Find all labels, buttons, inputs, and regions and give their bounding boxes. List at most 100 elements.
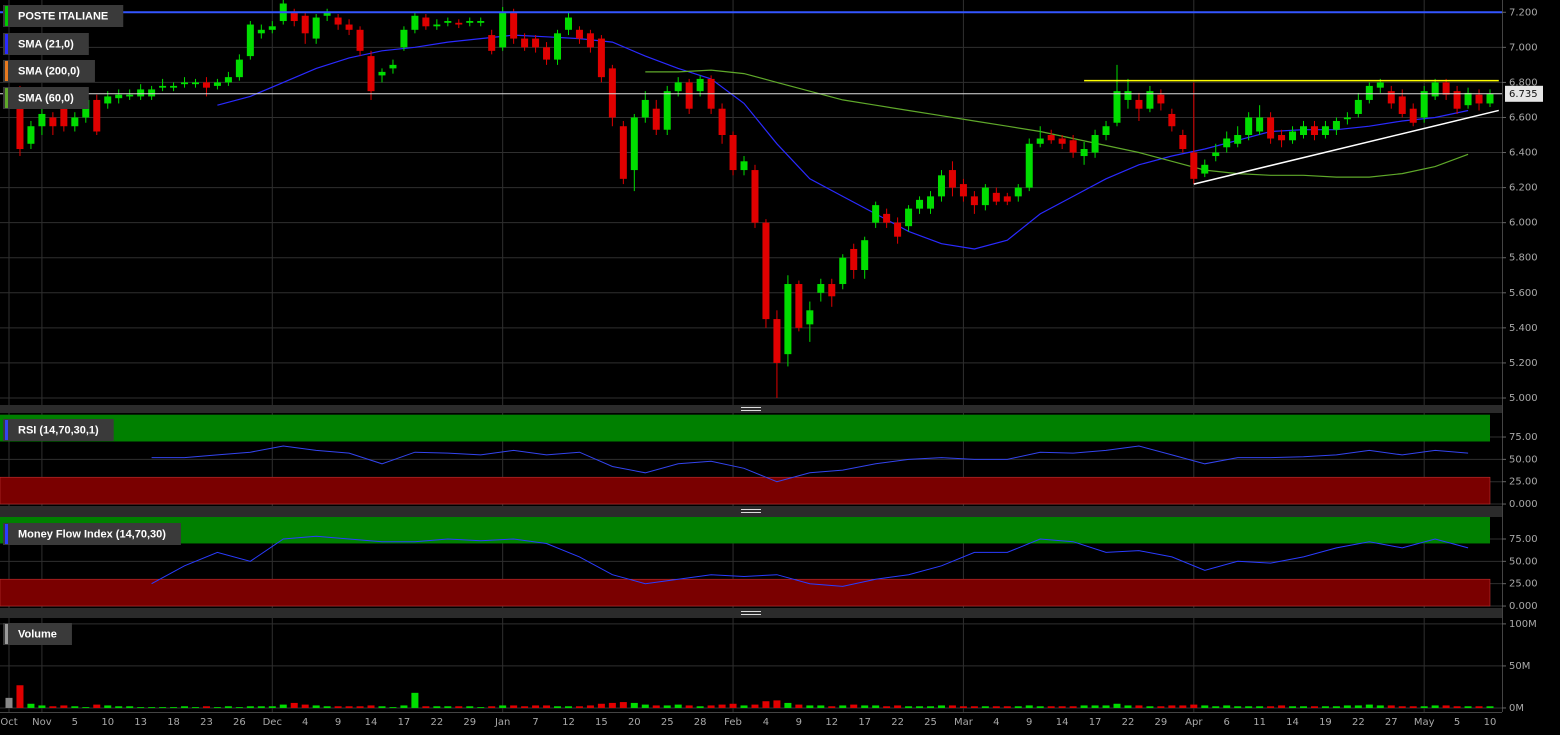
- candle-body: [455, 22, 463, 25]
- x-tick-label: 5: [1454, 717, 1460, 728]
- candle-body: [191, 82, 199, 85]
- x-tick-label: 4: [993, 717, 999, 728]
- volume-bar: [488, 706, 496, 708]
- volume-bar: [608, 702, 616, 708]
- x-tick-label: 29: [463, 717, 476, 728]
- candle-body: [927, 196, 935, 209]
- volume-bar: [883, 706, 891, 708]
- candle-body: [148, 89, 156, 97]
- x-tick-label: 19: [1319, 717, 1332, 728]
- volume-bar: [159, 707, 167, 708]
- volume-bar: [1212, 706, 1220, 708]
- volume-bar: [334, 706, 342, 708]
- volume-bar: [959, 706, 967, 708]
- volume-bar: [367, 705, 375, 708]
- candle-body: [1025, 143, 1033, 188]
- candle-body: [795, 284, 803, 328]
- volume-bar: [652, 705, 660, 708]
- volume-bar: [1365, 704, 1373, 708]
- candle-body: [60, 108, 68, 127]
- volume-bar: [1267, 706, 1275, 708]
- candle-body: [894, 222, 902, 237]
- volume-bar: [235, 707, 243, 708]
- volume-bar: [290, 702, 298, 708]
- y-tick-label: 6.400: [1509, 148, 1538, 159]
- volume-bar: [49, 706, 57, 708]
- volume-bar: [137, 707, 145, 708]
- volume-bar: [992, 706, 1000, 708]
- y-tick-label: 25.00: [1509, 579, 1538, 590]
- volume-bar: [674, 704, 682, 708]
- volume-bar: [356, 706, 364, 708]
- candle-body: [762, 222, 770, 320]
- x-tick-label: 10: [101, 717, 114, 728]
- volume-bar: [630, 702, 638, 708]
- candle-body: [1475, 94, 1483, 104]
- y-tick-label: 25.00: [1509, 477, 1538, 488]
- candle-body: [1332, 120, 1340, 130]
- candle-body: [806, 310, 814, 325]
- volume-bar: [543, 705, 551, 708]
- candle-body: [575, 29, 583, 39]
- x-tick-label: 27: [1385, 717, 1398, 728]
- candle-body: [1113, 91, 1121, 123]
- candle-body: [532, 38, 540, 48]
- legend-item: POSTE ITALIANE: [3, 5, 124, 27]
- legend-swatch: [5, 6, 8, 26]
- x-tick-label: 25: [924, 717, 937, 728]
- panel: 5.000 5.200 5.400 5.600 5.800 6.000 6.200 6.400…: [0, 0, 1543, 405]
- volume-bar: [795, 704, 803, 708]
- volume-bar: [5, 697, 13, 708]
- volume-bar: [1278, 705, 1286, 708]
- x-tick-label: 22: [1122, 717, 1135, 728]
- volume-bar: [1091, 705, 1099, 708]
- candle-body: [378, 71, 386, 76]
- candle-body: [71, 117, 79, 127]
- candle-body: [905, 208, 913, 227]
- candle-body: [685, 82, 693, 109]
- candle-body: [1047, 135, 1055, 141]
- x-tick-label: 25: [661, 717, 674, 728]
- candle-body: [1179, 135, 1187, 150]
- panel-divider[interactable]: [0, 506, 1503, 517]
- candle-body: [1420, 91, 1428, 118]
- volume-bar: [817, 705, 825, 708]
- volume-bar: [257, 706, 265, 708]
- candle-body: [959, 184, 967, 197]
- candle-body: [126, 94, 134, 97]
- legend-box: [3, 5, 124, 27]
- x-tick-label: 17: [1089, 717, 1102, 728]
- x-tick-label: 4: [763, 717, 769, 728]
- candle-body: [433, 24, 441, 27]
- volume-bar: [389, 707, 397, 708]
- candle-body: [1310, 126, 1318, 135]
- volume-bar: [564, 706, 572, 708]
- legend-label: Money Flow Index (14,70,30): [18, 528, 166, 540]
- y-tick-label: 50.00: [1509, 556, 1538, 567]
- volume-bar: [575, 706, 583, 708]
- x-tick-label: Dec: [263, 717, 282, 728]
- panel-divider[interactable]: [0, 608, 1503, 618]
- x-tick-label: 9: [1026, 717, 1032, 728]
- candle-body: [1091, 135, 1099, 153]
- candle-body: [641, 99, 649, 118]
- candle-body: [718, 108, 726, 135]
- volume-bar: [148, 707, 156, 708]
- y-tick-label: 75.00: [1509, 432, 1538, 443]
- divider-handle[interactable]: [741, 407, 761, 615]
- volume-bar: [937, 705, 945, 708]
- x-tick-label: 28: [694, 717, 707, 728]
- candle-body: [663, 91, 671, 130]
- panel-divider[interactable]: [0, 405, 1503, 413]
- volume-bar: [1036, 706, 1044, 708]
- volume-bar: [806, 705, 814, 708]
- volume-bar: [378, 706, 386, 708]
- volume-bar: [981, 706, 989, 708]
- candle-body: [444, 21, 452, 23]
- volume-bar: [927, 706, 935, 708]
- x-tick-label: May: [1414, 717, 1435, 728]
- candle-body: [981, 187, 989, 206]
- candle-body: [159, 85, 167, 88]
